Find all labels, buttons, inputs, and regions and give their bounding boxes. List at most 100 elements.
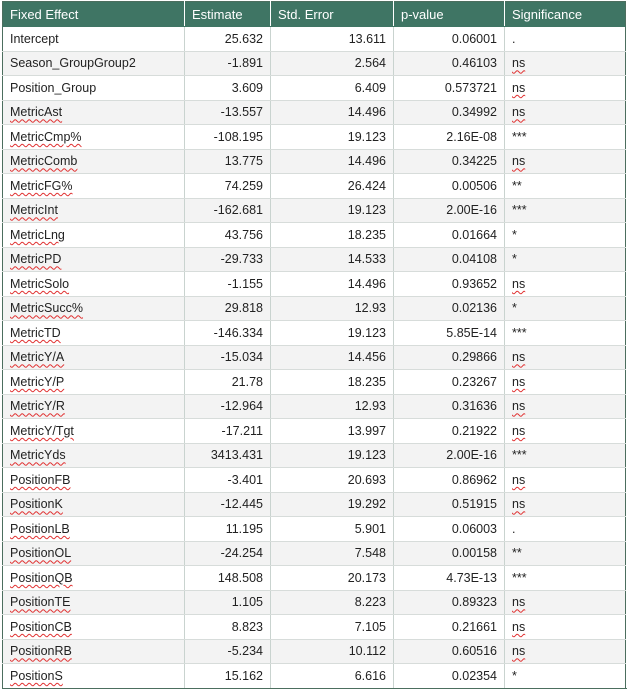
cell-p-value[interactable]: 0.02354 (393, 663, 505, 689)
table-row[interactable]: Intercept 25.632 13.611 0.06001. (2, 26, 626, 52)
cell-significance[interactable]: ns (504, 614, 626, 640)
cell-significance[interactable]: * (504, 222, 626, 248)
cell-p-value[interactable]: 0.31636 (393, 394, 505, 419)
cell-fixed-effect[interactable]: MetricComb (2, 149, 185, 174)
cell-significance[interactable]: ns (504, 467, 626, 493)
cell-fixed-effect[interactable]: PositionLB (2, 516, 185, 542)
cell-std-error[interactable]: 14.496 (270, 149, 394, 174)
cell-estimate[interactable]: 3.609 (184, 75, 271, 101)
cell-estimate[interactable]: -17.211 (184, 418, 271, 444)
cell-std-error[interactable]: 19.292 (270, 492, 394, 517)
table-row[interactable]: PositionQB 148.508 20.173 4.73E-13 *** (2, 565, 626, 591)
cell-p-value[interactable]: 2.00E-16 (393, 198, 505, 223)
cell-estimate[interactable]: -29.733 (184, 247, 271, 272)
cell-p-value[interactable]: 2.16E-08 (393, 124, 505, 150)
cell-std-error[interactable]: 6.616 (270, 663, 394, 689)
table-row[interactable]: Season_GroupGroup2 -1.891 2.564 0.46103 ns (2, 51, 626, 76)
cell-significance[interactable]: *** (504, 565, 626, 591)
cell-p-value[interactable]: 0.29866 (393, 345, 505, 370)
cell-fixed-effect[interactable]: MetricFG% (2, 173, 185, 199)
cell-estimate[interactable]: -146.334 (184, 320, 271, 346)
cell-estimate[interactable]: 25.632 (184, 26, 271, 52)
table-row[interactable]: PositionTE 1.105 8.223 0.89323 ns (2, 590, 626, 615)
cell-std-error[interactable]: 18.235 (270, 369, 394, 395)
cell-fixed-effect[interactable]: PositionRB (2, 639, 185, 664)
cell-estimate[interactable]: 43.756 (184, 222, 271, 248)
cell-fixed-effect[interactable]: PositionTE (2, 590, 185, 615)
cell-p-value[interactable]: 0.02136 (393, 296, 505, 321)
cell-p-value[interactable]: 0.00506 (393, 173, 505, 199)
cell-significance[interactable]: ** (504, 173, 626, 199)
cell-significance[interactable]: ns (504, 639, 626, 664)
cell-std-error[interactable]: 20.693 (270, 467, 394, 493)
table-row[interactable]: PositionRB -5.234 10.112 0.60516 ns (2, 639, 626, 664)
cell-estimate[interactable]: 29.818 (184, 296, 271, 321)
cell-estimate[interactable]: -162.681 (184, 198, 271, 223)
cell-p-value[interactable]: 0.46103 (393, 51, 505, 76)
cell-std-error[interactable]: 19.123 (270, 443, 394, 468)
cell-significance[interactable]: * (504, 296, 626, 321)
table-row[interactable]: MetricY/Tgt -17.211 13.997 0.21922 ns (2, 418, 626, 444)
cell-estimate[interactable]: -1.891 (184, 51, 271, 76)
cell-estimate[interactable]: 8.823 (184, 614, 271, 640)
column-header-significance[interactable]: Significance (504, 1, 626, 27)
table-row[interactable]: MetricSucc% 29.818 12.93 0.02136 * (2, 296, 626, 321)
cell-estimate[interactable]: -5.234 (184, 639, 271, 664)
cell-significance[interactable]: ** (504, 541, 626, 566)
table-row[interactable]: MetricCmp% -108.195 19.123 2.16E-08 *** (2, 124, 626, 150)
cell-fixed-effect[interactable]: MetricCmp% (2, 124, 185, 150)
cell-fixed-effect[interactable]: PositionFB (2, 467, 185, 493)
table-row[interactable]: Position_Group 3.609 6.409 0.573721 ns (2, 75, 626, 101)
cell-std-error[interactable]: 12.93 (270, 296, 394, 321)
cell-fixed-effect[interactable]: Season_GroupGroup2 (2, 51, 185, 76)
table-row[interactable]: MetricAst -13.557 14.496 0.34992 ns (2, 100, 626, 125)
cell-significance[interactable]: ns (504, 418, 626, 444)
cell-p-value[interactable]: 0.573721 (393, 75, 505, 101)
cell-fixed-effect[interactable]: MetricYds (2, 443, 185, 468)
cell-estimate[interactable]: -15.034 (184, 345, 271, 370)
table-row[interactable]: MetricTD -146.334 19.123 5.85E-14 *** (2, 320, 626, 346)
cell-p-value[interactable]: 0.89323 (393, 590, 505, 615)
table-row[interactable]: PositionFB -3.401 20.693 0.86962 ns (2, 467, 626, 493)
cell-estimate[interactable]: 11.195 (184, 516, 271, 542)
table-row[interactable]: MetricY/P 21.78 18.235 0.23267 ns (2, 369, 626, 395)
table-row[interactable]: MetricSolo -1.155 14.496 0.93652 ns (2, 271, 626, 297)
cell-estimate[interactable]: -13.557 (184, 100, 271, 125)
cell-std-error[interactable]: 5.901 (270, 516, 394, 542)
cell-std-error[interactable]: 7.105 (270, 614, 394, 640)
cell-p-value[interactable]: 0.34225 (393, 149, 505, 174)
cell-fixed-effect[interactable]: Intercept (2, 26, 185, 52)
cell-std-error[interactable]: 14.496 (270, 271, 394, 297)
cell-significance[interactable]: ns (504, 590, 626, 615)
cell-p-value[interactable]: 0.34992 (393, 100, 505, 125)
cell-std-error[interactable]: 20.173 (270, 565, 394, 591)
cell-significance[interactable]: . (504, 26, 626, 52)
cell-significance[interactable]: ns (504, 100, 626, 125)
table-row[interactable]: PositionOL -24.254 7.548 0.00158 ** (2, 541, 626, 566)
cell-estimate[interactable]: 3413.431 (184, 443, 271, 468)
cell-p-value[interactable]: 0.93652 (393, 271, 505, 297)
table-row[interactable]: PositionK -12.445 19.292 0.51915 ns (2, 492, 626, 517)
cell-significance[interactable]: * (504, 663, 626, 689)
table-row[interactable]: MetricY/R -12.964 12.93 0.31636 ns (2, 394, 626, 419)
cell-fixed-effect[interactable]: MetricY/R (2, 394, 185, 419)
cell-estimate[interactable]: -3.401 (184, 467, 271, 493)
cell-std-error[interactable]: 7.548 (270, 541, 394, 566)
cell-std-error[interactable]: 12.93 (270, 394, 394, 419)
cell-std-error[interactable]: 19.123 (270, 124, 394, 150)
column-header-std-error[interactable]: Std. Error (270, 1, 394, 27)
table-row[interactable]: PositionCB 8.823 7.105 0.21661 ns (2, 614, 626, 640)
cell-fixed-effect[interactable]: MetricInt (2, 198, 185, 223)
cell-p-value[interactable]: 0.06001 (393, 26, 505, 52)
table-row[interactable]: PositionLB 11.195 5.901 0.06003. (2, 516, 626, 542)
cell-fixed-effect[interactable]: MetricSolo (2, 271, 185, 297)
table-row[interactable]: MetricY/A -15.034 14.456 0.29866 ns (2, 345, 626, 370)
cell-std-error[interactable]: 19.123 (270, 320, 394, 346)
cell-fixed-effect[interactable]: MetricLng (2, 222, 185, 248)
cell-fixed-effect[interactable]: PositionCB (2, 614, 185, 640)
table-row[interactable]: MetricInt -162.681 19.123 2.00E-16 *** (2, 198, 626, 223)
cell-fixed-effect[interactable]: MetricAst (2, 100, 185, 125)
column-header-p-value[interactable]: p-value (393, 1, 505, 27)
cell-fixed-effect[interactable]: MetricY/Tgt (2, 418, 185, 444)
cell-p-value[interactable]: 0.00158 (393, 541, 505, 566)
